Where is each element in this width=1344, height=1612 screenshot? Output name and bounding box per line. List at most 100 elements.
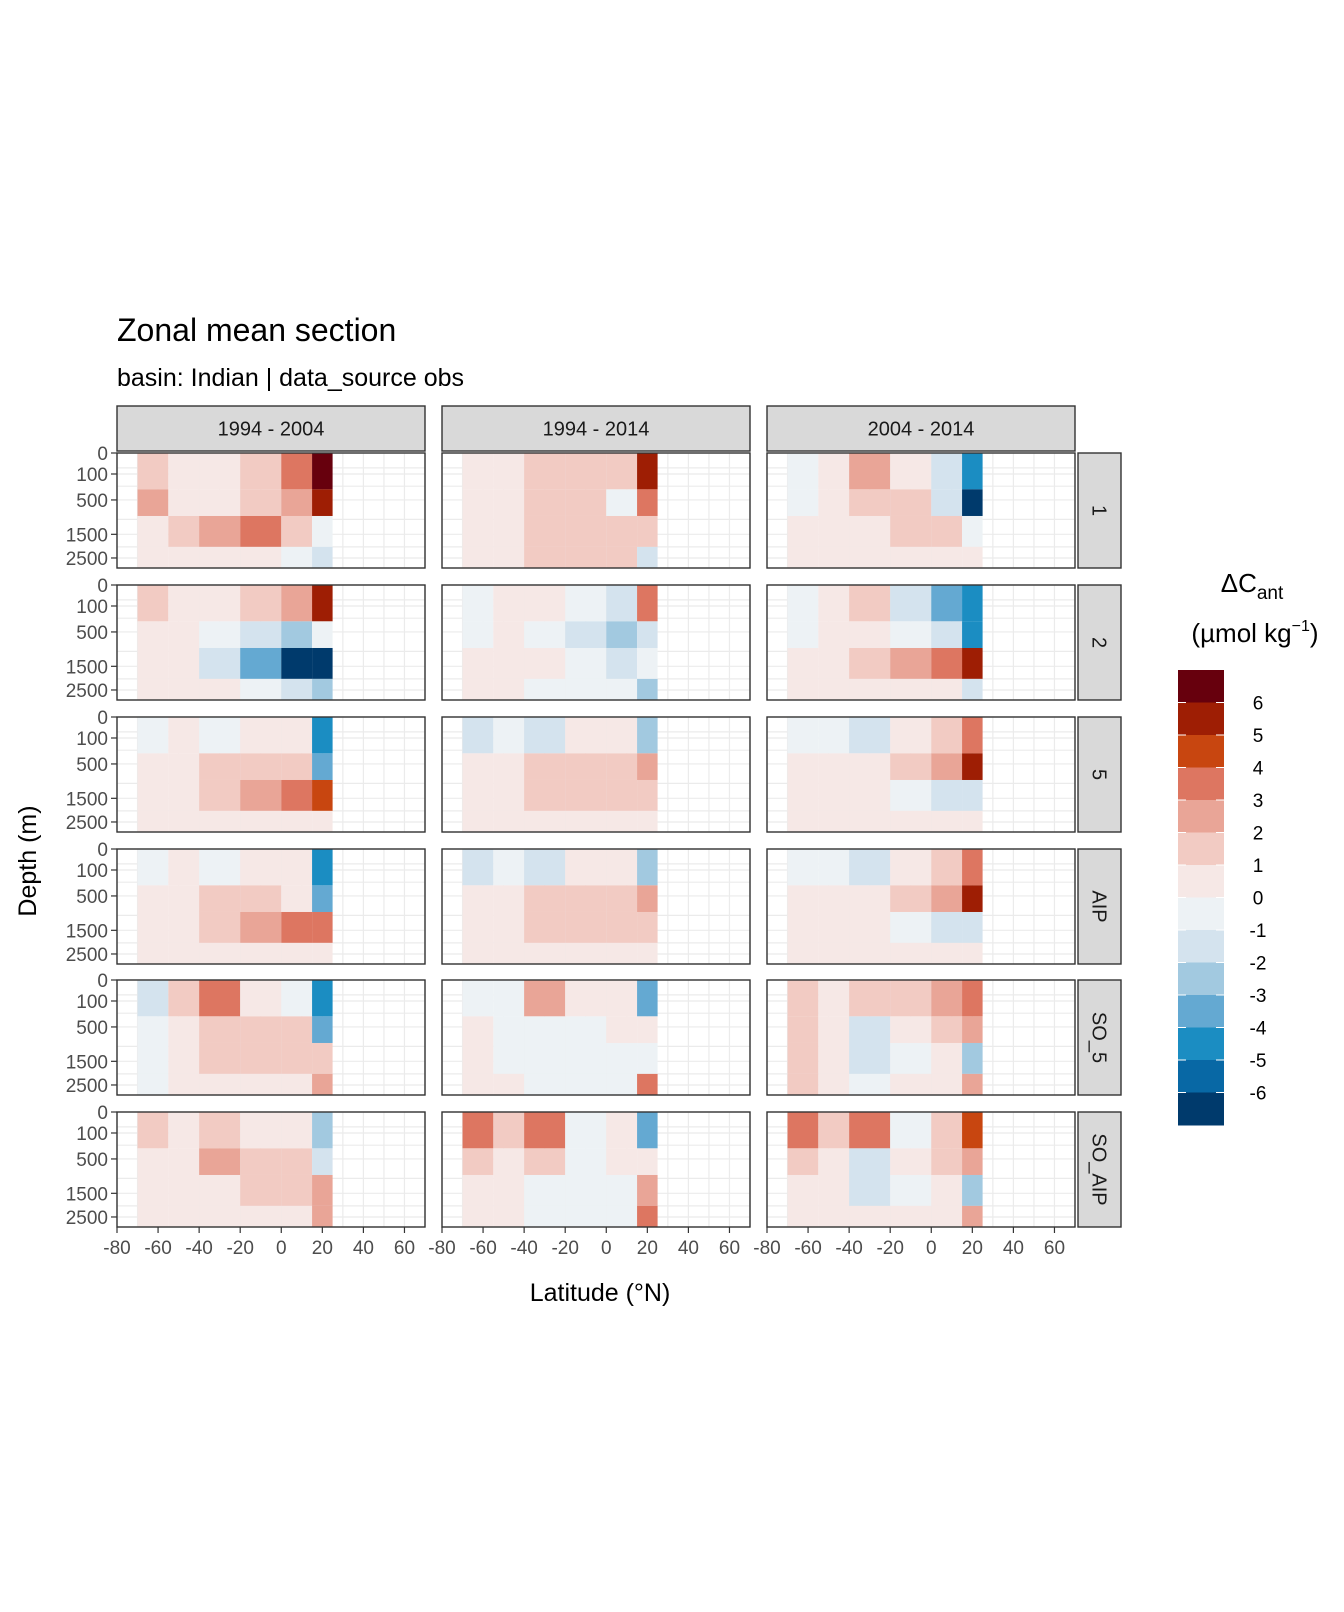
panel-border [441,452,751,569]
heat-cell [565,678,607,700]
heat-cell [787,885,819,912]
heat-cell [818,585,850,622]
heat-cell [524,810,566,832]
chart-subtitle: basin: Indian | data_source obs [117,364,464,392]
heat-cell [493,1148,525,1175]
heat-cell [818,453,850,490]
heat-cell [931,647,963,679]
heat-cell [168,717,200,754]
panel-border [441,1111,751,1228]
column-strip: 1994 - 2014 [441,405,751,452]
panel-border [766,716,1076,833]
legend-swatch [1178,1027,1224,1061]
heat-cell [493,753,525,780]
heat-cell [240,621,282,648]
x-tick-label: -80 [428,1238,455,1259]
heat-cell [931,779,963,811]
heat-cell [565,1148,607,1175]
heat-cell [606,911,638,943]
heat-cell [240,647,282,679]
legend-label: 3 [1253,791,1264,812]
heat-cell [199,1205,241,1227]
heat-cell [849,1148,891,1175]
heat-cell [493,621,525,648]
heat-cell [137,717,169,754]
facet-panel [116,584,426,701]
row-strip: 5 [1077,716,1122,833]
facet-panel [441,848,751,965]
x-tick-label: 60 [394,1238,415,1259]
y-tick-label: 500 [76,755,108,776]
heat-cell [787,779,819,811]
heat-cell [493,885,525,912]
y-tick-label: 2500 [66,813,108,834]
heat-cell [818,885,850,912]
heat-cell [493,849,525,886]
heat-cell [787,489,819,516]
heat-cell [606,1205,638,1227]
heat-cell [281,453,313,490]
legend-swatch [1178,1060,1224,1093]
y-tick-label: 2500 [66,549,108,570]
heat-cell [312,647,333,679]
heat-cell [462,1112,494,1149]
legend-swatch [1178,735,1224,768]
heat-cell [240,810,282,832]
heat-cell [493,779,525,811]
heat-cell [493,585,525,622]
heat-cell [462,515,494,547]
heat-cell [493,1174,525,1206]
facet-panel [441,452,751,569]
heat-cell [137,779,169,811]
heat-cell [137,1073,169,1095]
heat-cell [199,717,241,754]
heat-cell [493,911,525,943]
heat-cell [931,717,963,754]
heat-cell [199,1112,241,1149]
facet-panel [766,1111,1076,1228]
heat-cell [168,621,200,648]
heat-cell [606,810,638,832]
y-tick-label: 100 [76,992,108,1013]
y-tick-label: 1500 [66,1052,108,1073]
legend-swatch [1178,800,1224,833]
heat-cell [890,489,932,516]
facet-panel [766,848,1076,965]
heat-cell [890,621,932,648]
heat-cell [606,453,638,490]
heat-cell [849,1174,891,1206]
heat-cell [637,585,658,622]
heat-cell [962,1073,983,1095]
heat-cell [493,453,525,490]
heat-cell [890,1205,932,1227]
facet-panel [766,452,1076,569]
heat-cell [606,1042,638,1074]
heat-cell [606,717,638,754]
facet-panel [441,584,751,701]
heat-cell [565,810,607,832]
heat-cell [606,1148,638,1175]
heat-cell [606,1112,638,1149]
chart-title: Zonal mean section [117,312,396,348]
heat-cell [137,1042,169,1074]
heat-cell [849,1112,891,1149]
panel-border [116,716,426,833]
heat-cell [637,647,658,679]
heat-cell [818,980,850,1017]
heat-cell [312,515,333,547]
heat-cell [312,585,333,622]
heat-cell [240,1112,282,1149]
heat-cell [818,489,850,516]
heat-cell [637,911,658,943]
heat-cell [849,1042,891,1074]
heat-cell [462,546,494,568]
heat-cell [312,453,333,490]
legend-swatch [1178,930,1224,963]
facet-panel [441,979,751,1096]
heat-cell [168,753,200,780]
heat-cell [312,885,333,912]
heat-cell [137,885,169,912]
x-tick-label: -20 [876,1238,903,1259]
heat-cell [890,753,932,780]
heat-cell [199,1016,241,1043]
